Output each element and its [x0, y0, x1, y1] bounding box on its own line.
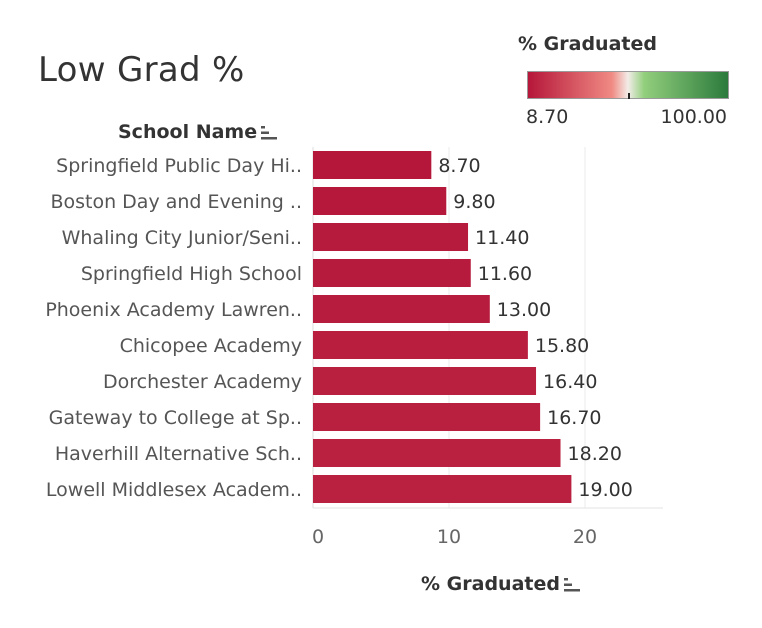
chart-title: Low Grad % — [38, 50, 245, 90]
category-label: Springfield Public Day Hi.. — [56, 155, 302, 177]
data-label: 11.60 — [478, 263, 532, 285]
bar[interactable] — [313, 223, 469, 251]
category-label: Springfield High School — [81, 263, 302, 285]
x-tick-label: 10 — [437, 526, 461, 548]
category-label: Boston Day and Evening .. — [50, 191, 302, 213]
x-tick-label: 0 — [312, 526, 324, 548]
data-label: 18.20 — [568, 443, 622, 465]
category-labels: Springfield Public Day Hi.. Boston Day an… — [45, 155, 302, 501]
data-label: 19.00 — [578, 479, 632, 501]
color-legend-min-label: 8.70 — [526, 106, 569, 128]
data-label: 9.80 — [453, 191, 495, 213]
category-label: Dorchester Academy — [103, 371, 302, 393]
bar[interactable] — [313, 367, 537, 395]
category-label: Haverhill Alternative Sch.. — [55, 443, 302, 465]
x-axis-ticks: 0 10 20 — [312, 526, 597, 548]
sort-icon[interactable] — [563, 577, 582, 593]
data-label: 13.00 — [497, 299, 551, 321]
category-label: Whaling City Junior/Seni.. — [62, 227, 302, 249]
y-axis-title-text: School Name — [118, 121, 258, 143]
x-tick-label: 20 — [573, 526, 597, 548]
color-legend-ramp — [527, 71, 729, 99]
bars — [313, 151, 572, 503]
data-label: 8.70 — [438, 155, 480, 177]
category-label: Lowell Middlesex Academ.. — [46, 479, 302, 501]
bar[interactable] — [313, 187, 447, 215]
category-label: Gateway to College at Sp.. — [49, 407, 302, 429]
bar[interactable] — [313, 295, 490, 323]
data-label: 16.70 — [547, 407, 601, 429]
color-legend-title: % Graduated — [518, 33, 657, 55]
bar[interactable] — [313, 439, 561, 467]
color-legend-max-label: 100.00 — [660, 106, 727, 128]
bar[interactable] — [313, 475, 572, 503]
category-label: Chicopee Academy — [120, 335, 302, 357]
data-label: 11.40 — [475, 227, 529, 249]
data-label: 16.40 — [543, 371, 597, 393]
bar[interactable] — [313, 259, 471, 287]
bar[interactable] — [313, 151, 432, 179]
bar[interactable] — [313, 331, 528, 359]
sort-icon[interactable] — [261, 125, 279, 141]
x-axis-title[interactable]: % Graduated — [421, 573, 582, 595]
bar[interactable] — [313, 403, 541, 431]
y-axis-title[interactable]: School Name — [118, 121, 279, 143]
category-label: Phoenix Academy Lawren.. — [45, 299, 302, 321]
color-legend-midpoint-marker — [628, 93, 630, 99]
data-label: 15.80 — [535, 335, 589, 357]
x-axis-title-text: % Graduated — [421, 573, 560, 595]
value-labels: 8.70 9.80 11.40 11.60 13.00 15.80 16.40 16.70 18… — [438, 155, 632, 501]
